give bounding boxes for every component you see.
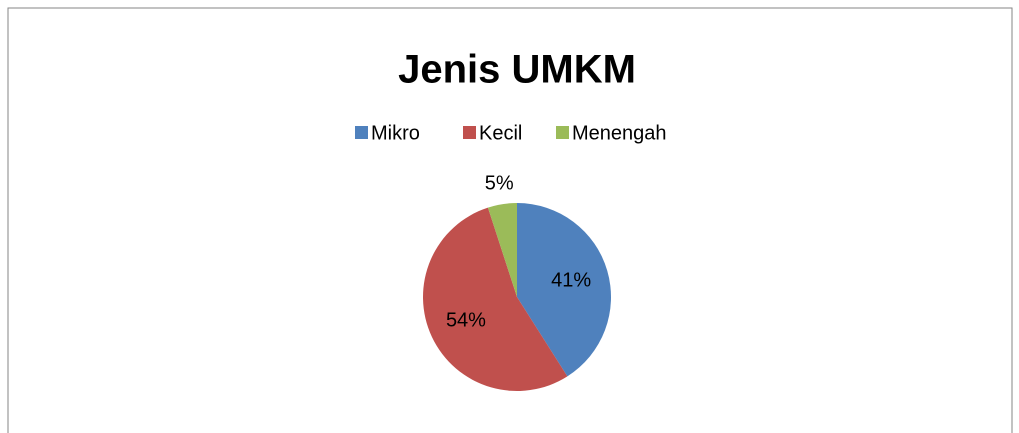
legend-label: Menengah	[572, 122, 667, 144]
legend-swatch	[355, 126, 368, 139]
legend-label: Mikro	[371, 122, 420, 144]
data-label: 41%	[551, 270, 591, 292]
data-label: 5%	[485, 173, 514, 195]
legend-label: Kecil	[479, 122, 522, 144]
data-label: 54%	[446, 309, 486, 331]
chart-frame	[7, 7, 1013, 433]
legend-swatch	[556, 126, 569, 139]
chart-title: Jenis UMKM	[398, 48, 636, 92]
legend-swatch	[463, 126, 476, 139]
pie-slice	[422, 207, 568, 391]
pie-slice	[487, 203, 517, 297]
pie-slice	[517, 203, 611, 377]
